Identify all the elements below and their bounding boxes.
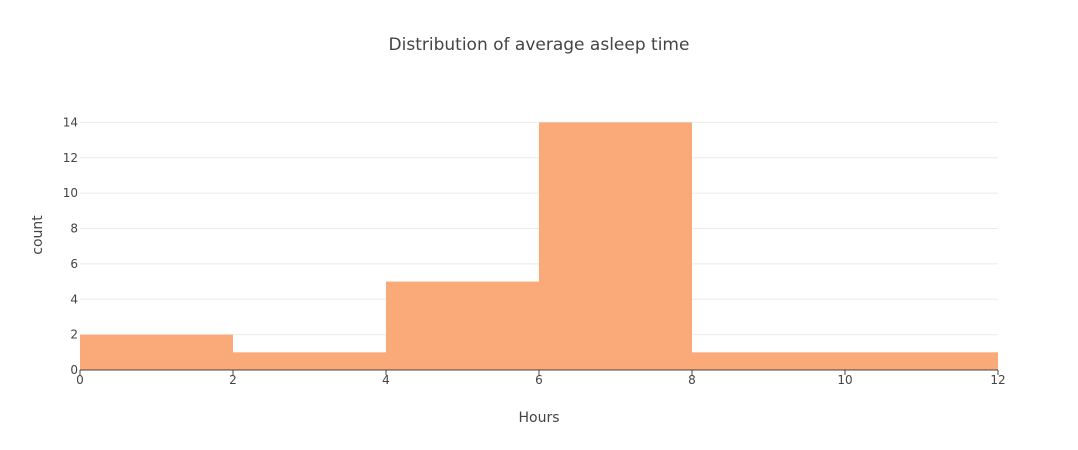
chart-title: Distribution of average asleep time [389, 35, 690, 55]
x-tick-label: 2 [229, 373, 237, 387]
histogram-bar [539, 122, 692, 370]
x-tick-label: 6 [535, 373, 543, 387]
histogram-bar [692, 352, 845, 370]
x-tick-label: 8 [688, 373, 696, 387]
x-tick-label: 0 [76, 373, 84, 387]
x-tick-label: 10 [837, 373, 852, 387]
y-tick-label: 12 [63, 151, 78, 165]
x-tick-labels: 0 2 4 6 8 10 12 [76, 370, 1006, 387]
y-tick-label: 10 [63, 186, 78, 200]
y-axis-title: count [30, 215, 46, 255]
bars [80, 122, 998, 370]
y-tick-label: 8 [70, 222, 78, 236]
y-tick-label: 4 [70, 292, 78, 306]
histogram-bar [80, 334, 233, 370]
histogram-bar [233, 352, 386, 370]
x-tick-label: 4 [382, 373, 390, 387]
y-tick-label: 14 [63, 115, 78, 129]
y-tick-label: 2 [70, 328, 78, 342]
histogram-bar [386, 281, 539, 370]
y-tick-labels: 0 2 4 6 8 10 12 14 [63, 115, 78, 377]
x-axis-title: Hours [518, 410, 559, 426]
y-tick-label: 0 [70, 363, 78, 377]
x-tick-label: 12 [990, 373, 1005, 387]
y-tick-label: 6 [70, 257, 78, 271]
histogram-bar [845, 352, 998, 370]
